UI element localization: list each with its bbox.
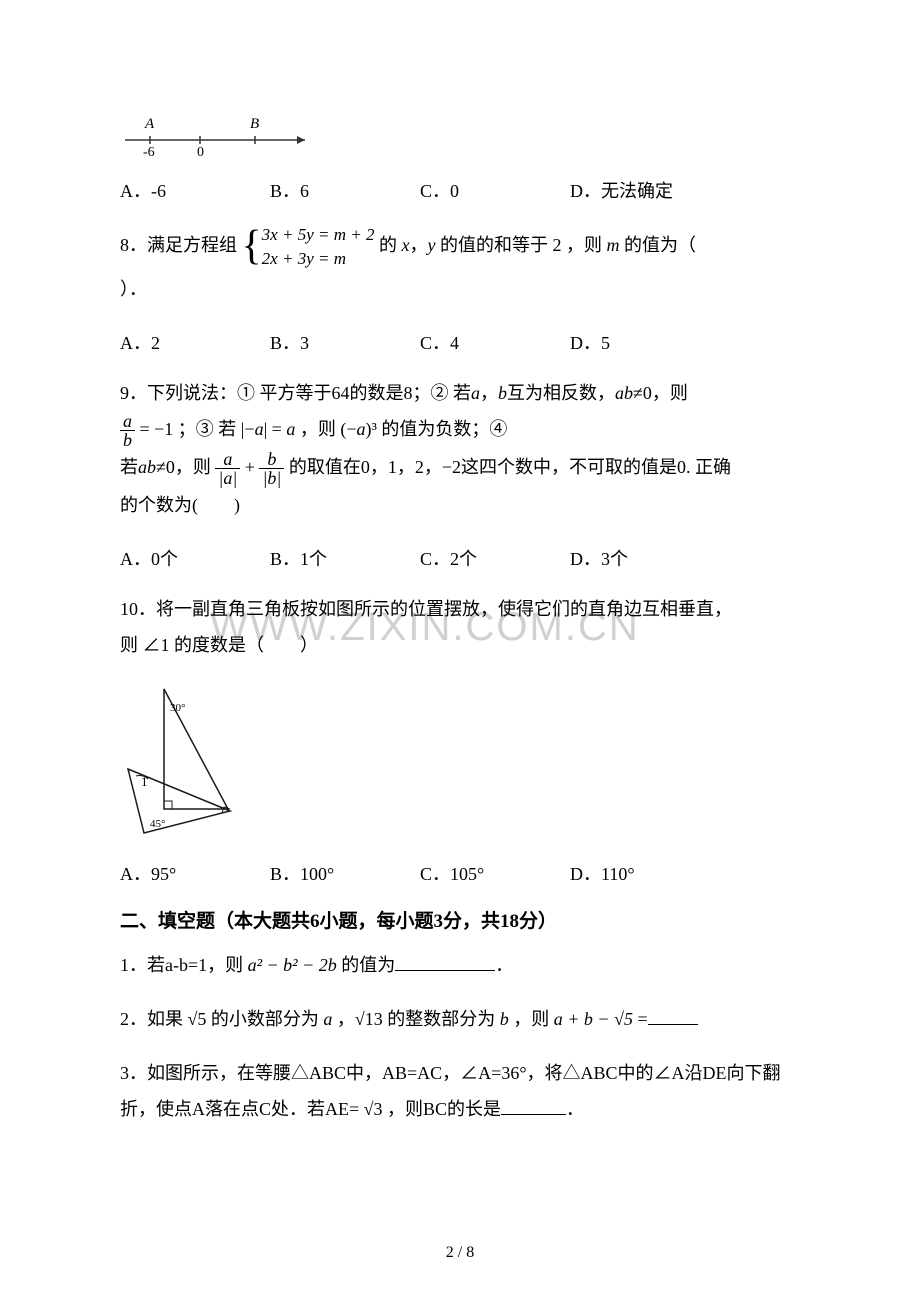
page-content: A B -6 0 A．-6 B．6 C．0 D．无法确定 8．满足方程组 { 3…	[120, 110, 800, 1127]
q8-system: { 3x + 5y = m + 2 2x + 3y = m	[242, 223, 375, 271]
numline-zero: 0	[197, 145, 204, 160]
q9-opt-a: A．0个	[120, 541, 270, 577]
q7-opt-b: B．6	[270, 173, 420, 209]
f3-blank	[501, 1101, 566, 1115]
q8-opt-a: A．2	[120, 325, 270, 361]
q8-options: A．2 B．3 C．4 D．5	[120, 325, 800, 361]
numline-A-label: A	[144, 116, 155, 132]
fill-q1: 1．若a-b=1，则 a² − b² − 2b 的值为．	[120, 947, 800, 983]
q10-line2: 则 ∠1 的度数是（ ）	[120, 635, 318, 655]
q9-frac2a: a |a|	[215, 450, 240, 487]
numline-B-label: B	[250, 116, 259, 132]
q8-eq1: 3x + 5y = m + 2	[262, 223, 375, 247]
numline-neg6: -6	[143, 145, 155, 160]
q8-close: ）．	[120, 279, 147, 299]
q9-options: A．0个 B．1个 C．2个 D．3个	[120, 541, 800, 577]
q7-options: A．-6 B．6 C．0 D．无法确定	[120, 173, 800, 209]
number-line-diagram: A B -6 0	[120, 110, 800, 165]
q9-frac2b: b |b|	[259, 450, 284, 487]
q9-frac1: a b	[120, 412, 135, 449]
f1-blank	[395, 957, 495, 971]
q10-opt-b: B．100°	[270, 856, 420, 892]
page-number: 2 / 8	[0, 1244, 920, 1262]
fill-q2: 2．如果 √5 的小数部分为 a ，√13 的整数部分为 b ，则 a + b …	[120, 1001, 800, 1037]
q10-options: A．95° B．100° C．105° D．110°	[120, 856, 800, 892]
q8-mid: 的	[379, 235, 402, 255]
f2-blank	[648, 1011, 698, 1025]
q7-opt-c: C．0	[420, 173, 570, 209]
q8-opt-d: D．5	[570, 325, 720, 361]
q10-opt-d: D．110°	[570, 856, 720, 892]
q10: 10．将一副直角三角板按如图所示的位置摆放，使得它们的直角边互相垂直， 则 ∠1…	[120, 591, 800, 663]
svg-text:45°: 45°	[150, 818, 165, 830]
q10-opt-c: C．105°	[420, 856, 570, 892]
q8-post: 的值的和等于 2 ，则	[435, 235, 606, 255]
q8-eq2: 2x + 3y = m	[262, 247, 375, 271]
svg-text:30°: 30°	[170, 702, 185, 714]
q9-opt-d: D．3个	[570, 541, 720, 577]
q9-opt-b: B．1个	[270, 541, 420, 577]
q8: 8．满足方程组 { 3x + 5y = m + 2 2x + 3y = m 的 …	[120, 223, 800, 307]
q8-m: m	[606, 235, 619, 255]
q8-opt-c: C．4	[420, 325, 570, 361]
q7-opt-d: D．无法确定	[570, 173, 720, 209]
q8-end: 的值为（	[619, 235, 696, 255]
q8-stem-pre: 8．满足方程组	[120, 235, 242, 255]
q10-line1: 10．将一副直角三角板按如图所示的位置摆放，使得它们的直角边互相垂直，	[120, 599, 732, 619]
q10-diagram: 30° 45° 1	[120, 681, 800, 846]
q9: 9．下列说法：① 平方等于64的数是8；② 若a，b互为相反数，ab≠0，则 a…	[120, 375, 800, 524]
fill-q3: 3．如图所示，在等腰△ABC中，AB=AC，∠A=36°，将△ABC中的∠A沿D…	[120, 1055, 800, 1127]
q9-opt-c: C．2个	[420, 541, 570, 577]
q10-opt-a: A．95°	[120, 856, 270, 892]
q7-opt-a: A．-6	[120, 173, 270, 209]
q8-opt-b: B．3	[270, 325, 420, 361]
section2-header: 二、填空题（本大题共6小题，每小题3分，共18分）	[120, 906, 800, 933]
